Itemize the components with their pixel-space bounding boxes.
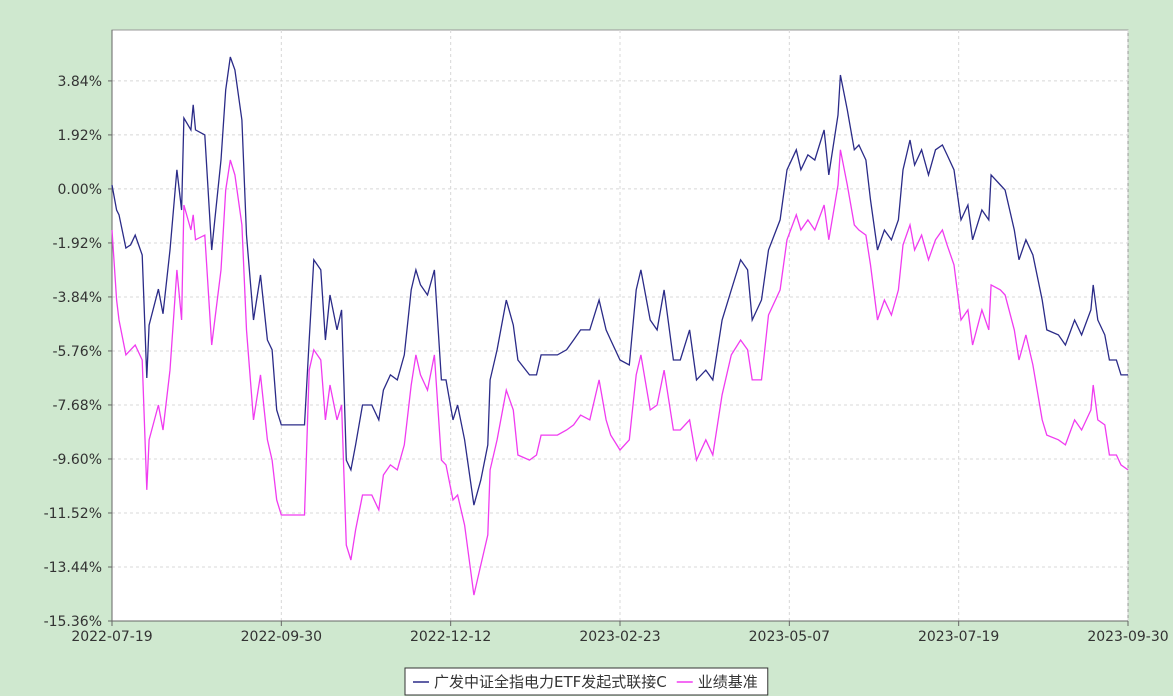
x-tick-label: 2022-07-19 xyxy=(71,629,152,645)
y-tick-label: -3.84% xyxy=(52,290,102,306)
legend-label: 业绩基准 xyxy=(698,673,758,691)
series-line xyxy=(111,56,1128,506)
x-tick-label: 2022-12-12 xyxy=(410,629,491,645)
y-tick-label: 0.00% xyxy=(58,182,102,198)
y-tick-label: -5.76% xyxy=(52,344,102,360)
x-tick-label: 2023-02-23 xyxy=(579,629,660,645)
y-tick-label: -15.36% xyxy=(44,614,102,630)
y-tick-label: -1.92% xyxy=(52,236,102,252)
y-tick-label: 3.84% xyxy=(58,74,102,90)
y-tick-label: -13.44% xyxy=(44,560,102,576)
legend-label: 广发中证全指电力ETF发起式联接C xyxy=(434,673,667,691)
x-tick-label: 2023-07-19 xyxy=(918,629,999,645)
x-tick-label: 2022-09-30 xyxy=(241,629,322,645)
legend: 广发中证全指电力ETF发起式联接C 业绩基准 xyxy=(404,667,769,696)
x-tick-label: 2023-09-30 xyxy=(1087,629,1168,645)
y-tick-label: -9.60% xyxy=(52,452,102,468)
series-line xyxy=(111,149,1129,596)
legend-box xyxy=(404,667,769,696)
y-tick-label: -11.52% xyxy=(44,506,102,522)
x-tick-label: 2023-05-07 xyxy=(749,629,830,645)
y-tick-label: 1.92% xyxy=(58,128,102,144)
y-tick-label: -7.68% xyxy=(52,398,102,414)
